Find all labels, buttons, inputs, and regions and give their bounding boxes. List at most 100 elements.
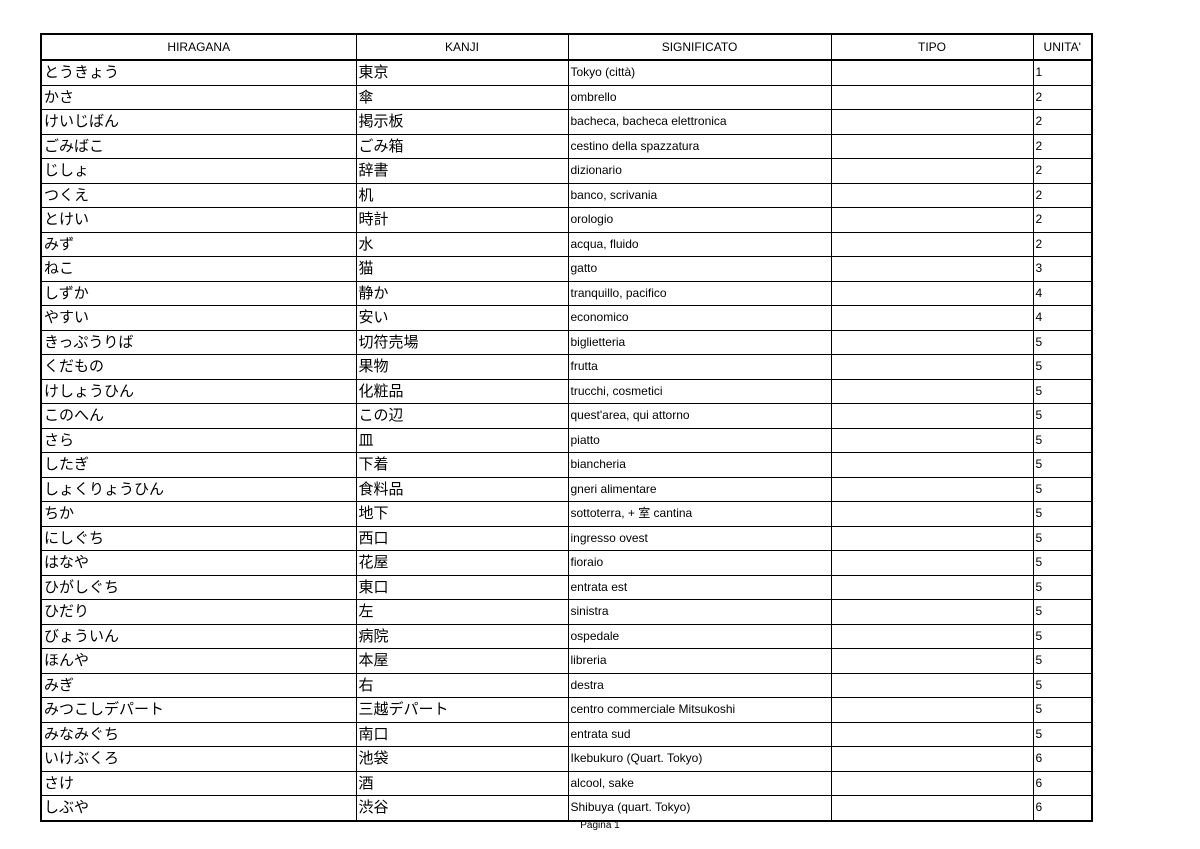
cell-kanji: 三越デパート: [355, 697, 569, 723]
table-row: じしょ 辞書 dizionario 2: [40, 158, 1093, 184]
table-row: けしょうひん 化粧品 trucchi, cosmetici 5: [40, 378, 1093, 404]
cell-kanji: 右: [355, 672, 569, 698]
cell-hiragana: いけぶくろ: [40, 746, 357, 772]
cell-significato: acqua, fluido: [567, 231, 832, 257]
header-kanji: KANJI: [355, 33, 569, 61]
cell-significato: alcool, sake: [567, 770, 832, 796]
cell-kanji: 下着: [355, 452, 569, 478]
cell-unita: 5: [1032, 476, 1093, 502]
cell-hiragana: はなや: [40, 550, 357, 576]
cell-kanji: 傘: [355, 84, 569, 110]
table-row: したぎ 下着 biancheria 5: [40, 452, 1093, 478]
cell-hiragana: けいじばん: [40, 109, 357, 135]
cell-hiragana: つくえ: [40, 182, 357, 208]
cell-significato: Tokyo (città): [567, 59, 832, 86]
cell-hiragana: ちか: [40, 501, 357, 527]
header-hiragana: HIRAGANA: [40, 33, 357, 61]
table-row: みず水 acqua, fluido 2: [40, 231, 1093, 257]
cell-tipo: [830, 501, 1034, 527]
cell-hiragana: みぎ: [40, 672, 357, 698]
cell-significato: frutta: [567, 354, 832, 380]
header-row: HIRAGANA KANJI SIGNIFICATO TIPO UNITA': [40, 33, 1093, 61]
cell-tipo: [830, 403, 1034, 429]
table-row: さけ酒 alcool, sake 6: [40, 770, 1093, 796]
cell-unita: 5: [1032, 648, 1093, 674]
cell-unita: 2: [1032, 133, 1093, 159]
table-row: みなみぐち 南口 entrata sud 5: [40, 721, 1093, 747]
cell-significato: quest'area, qui attorno: [567, 403, 832, 429]
cell-kanji: 水: [355, 231, 569, 257]
cell-unita: 6: [1032, 795, 1093, 821]
cell-tipo: [830, 452, 1034, 478]
cell-hiragana: ひだり: [40, 599, 357, 625]
table-body: とうきょう 東京 Tokyo (città) 1 かさ傘 ombrello 2 けいじばん 掲示…: [40, 59, 1093, 821]
cell-significato: sinistra: [567, 599, 832, 625]
table-row: ごみばこ ごみ箱 cestino della spazzatura 2: [40, 133, 1093, 159]
cell-significato: piatto: [567, 427, 832, 453]
cell-unita: 2: [1032, 182, 1093, 208]
cell-significato: trucchi, cosmetici: [567, 378, 832, 404]
cell-kanji: 静か: [355, 280, 569, 306]
table-row: ねこ猫 gatto 3: [40, 256, 1093, 282]
cell-significato: dizionario: [567, 158, 832, 184]
page-number: Pagina 1: [580, 820, 620, 831]
table-row: みぎ右 destra 5: [40, 672, 1093, 698]
cell-hiragana: このへん: [40, 403, 357, 429]
cell-hiragana: きっぷうりば: [40, 329, 357, 355]
cell-tipo: [830, 476, 1034, 502]
cell-kanji: 果物: [355, 354, 569, 380]
table-row: しずか 静か tranquillo, pacifico 4: [40, 280, 1093, 306]
cell-unita: 5: [1032, 329, 1093, 355]
cell-tipo: [830, 109, 1034, 135]
table-row: けいじばん 掲示板 bacheca, bacheca elettronica 2: [40, 109, 1093, 135]
cell-hiragana: さけ: [40, 770, 357, 796]
table-row: とうきょう 東京 Tokyo (città) 1: [40, 59, 1093, 86]
cell-unita: 5: [1032, 697, 1093, 723]
cell-unita: 2: [1032, 231, 1093, 257]
cell-kanji: 切符売場: [355, 329, 569, 355]
cell-kanji: 化粧品: [355, 378, 569, 404]
table-row: しぶや 渋谷 Shibuya (quart. Tokyo) 6: [40, 795, 1093, 821]
vocabulary-table: HIRAGANA KANJI SIGNIFICATO TIPO UNITA' と…: [40, 33, 1093, 822]
cell-kanji: 池袋: [355, 746, 569, 772]
cell-significato: biancheria: [567, 452, 832, 478]
cell-unita: 4: [1032, 305, 1093, 331]
cell-tipo: [830, 378, 1034, 404]
cell-hiragana: ほんや: [40, 648, 357, 674]
cell-tipo: [830, 672, 1034, 698]
cell-kanji: 左: [355, 599, 569, 625]
cell-significato: centro commerciale Mitsukoshi: [567, 697, 832, 723]
cell-hiragana: びょういん: [40, 623, 357, 649]
cell-kanji: 花屋: [355, 550, 569, 576]
table-row: ひだり左 sinistra 5: [40, 599, 1093, 625]
cell-tipo: [830, 770, 1034, 796]
table-row: にしぐち 西口 ingresso ovest 5: [40, 525, 1093, 551]
cell-unita: 5: [1032, 403, 1093, 429]
cell-kanji: ごみ箱: [355, 133, 569, 159]
cell-tipo: [830, 84, 1034, 110]
cell-kanji: 掲示板: [355, 109, 569, 135]
cell-unita: 5: [1032, 378, 1093, 404]
cell-hiragana: みず: [40, 231, 357, 257]
cell-unita: 2: [1032, 84, 1093, 110]
cell-hiragana: しずか: [40, 280, 357, 306]
cell-unita: 4: [1032, 280, 1093, 306]
cell-tipo: [830, 697, 1034, 723]
cell-tipo: [830, 231, 1034, 257]
cell-unita: 5: [1032, 501, 1093, 527]
cell-kanji: 酒: [355, 770, 569, 796]
cell-significato: banco, scrivania: [567, 182, 832, 208]
cell-hiragana: ごみばこ: [40, 133, 357, 159]
cell-hiragana: とうきょう: [40, 59, 357, 86]
cell-significato: sottoterra, + 室 cantina: [567, 501, 832, 527]
cell-significato: libreria: [567, 648, 832, 674]
cell-tipo: [830, 574, 1034, 600]
cell-unita: 5: [1032, 354, 1093, 380]
cell-unita: 5: [1032, 525, 1093, 551]
cell-unita: 5: [1032, 452, 1093, 478]
cell-significato: tranquillo, pacifico: [567, 280, 832, 306]
cell-significato: entrata est: [567, 574, 832, 600]
table-row: びょういん 病院 ospedale 5: [40, 623, 1093, 649]
cell-significato: Ikebukuro (Quart. Tokyo): [567, 746, 832, 772]
cell-tipo: [830, 329, 1034, 355]
